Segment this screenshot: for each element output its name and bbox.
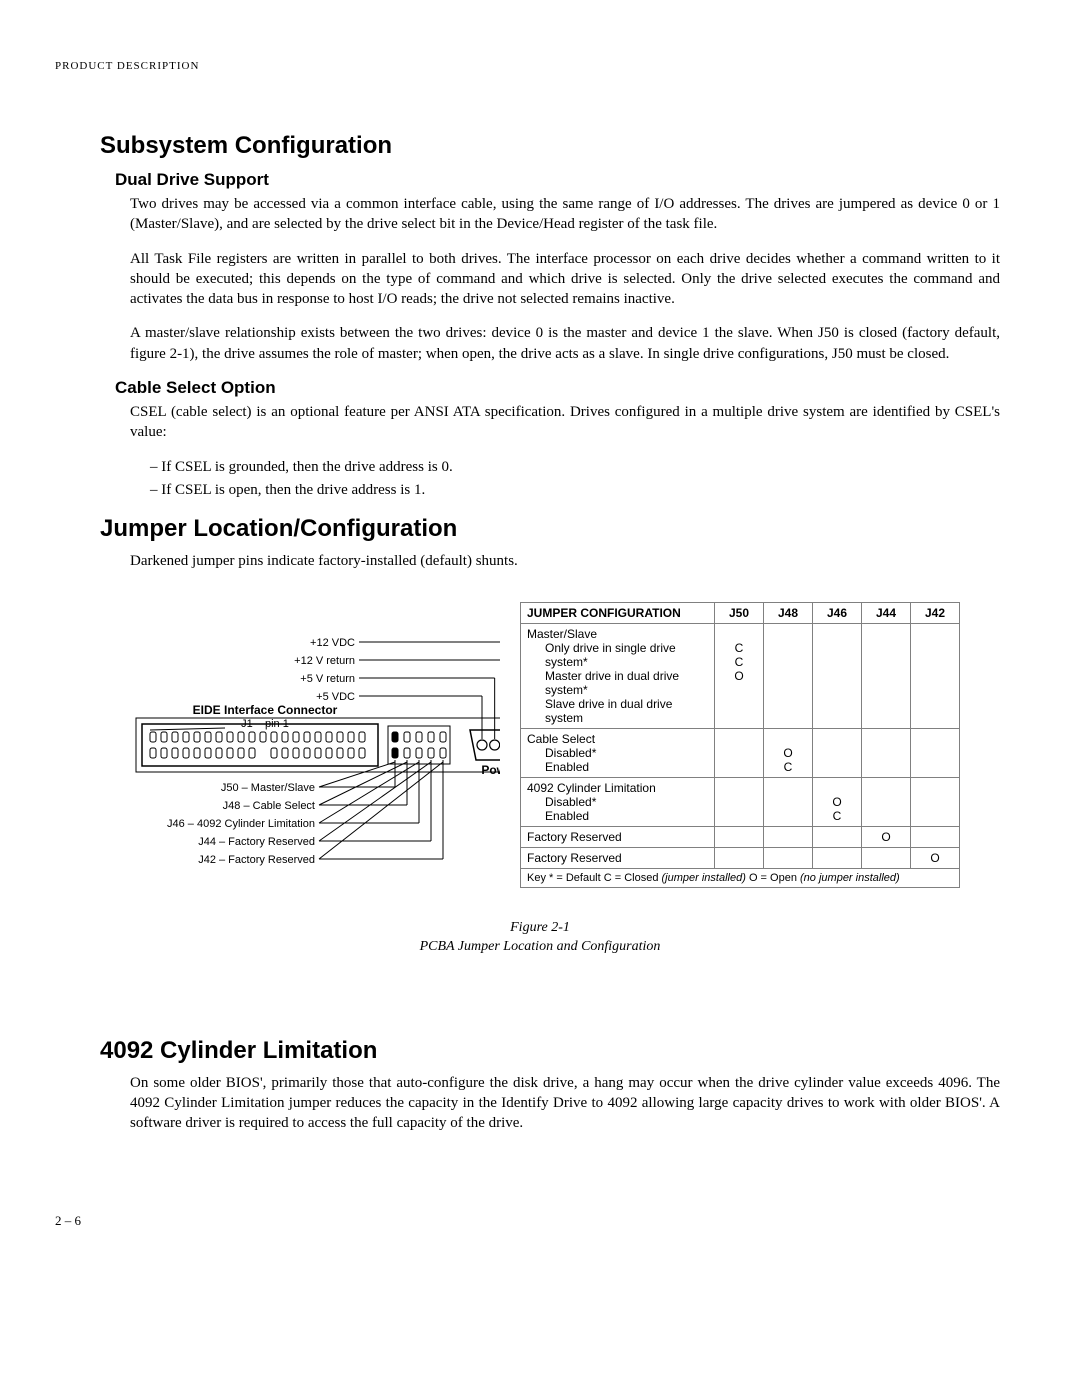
table-cell-value bbox=[764, 777, 813, 826]
table-subitem: Enabled bbox=[527, 809, 708, 823]
table-cell-label: Master/SlaveOnly drive in single drive s… bbox=[521, 623, 715, 728]
paragraph: Darkened jumper pins indicate factory-in… bbox=[55, 551, 1025, 571]
table-cell-value bbox=[715, 826, 764, 847]
table-cell-value: OC bbox=[764, 728, 813, 777]
heading-cable-select-option: Cable Select Option bbox=[55, 378, 1025, 398]
table-key-cell: Key * = Default C = Closed (jumper insta… bbox=[521, 868, 960, 887]
table-cell-value bbox=[813, 623, 862, 728]
table-row: 4092 Cylinder LimitationDisabled*Enabled… bbox=[521, 777, 960, 826]
table-cell-value: CCO bbox=[715, 623, 764, 728]
svg-text:J50 – Master/Slave: J50 – Master/Slave bbox=[221, 782, 315, 794]
svg-text:J1 – pin 1: J1 – pin 1 bbox=[241, 718, 289, 730]
table-cell-value bbox=[813, 728, 862, 777]
figure-caption: Figure 2-1 PCBA Jumper Location and Conf… bbox=[55, 918, 1025, 957]
table-cell-value: O bbox=[911, 847, 960, 868]
page-number: 2 – 6 bbox=[55, 1213, 1025, 1229]
paragraph: On some older BIOS', primarily those tha… bbox=[55, 1073, 1025, 1134]
pcba-connector-diagram: +12 VDC +12 V return +5 V return +5 VDCEIDE… bbox=[120, 602, 500, 882]
table-cell-value bbox=[911, 777, 960, 826]
table-subitem: Enabled bbox=[527, 760, 708, 774]
svg-text:J46 – 4092 Cylinder Limitation: J46 – 4092 Cylinder Limitation bbox=[167, 818, 315, 830]
table-header-jumper: J46 bbox=[813, 602, 862, 623]
svg-text:+5 V return: +5 V return bbox=[300, 673, 355, 685]
table-cell-label: Factory Reserved bbox=[521, 847, 715, 868]
table-cell-label: Factory Reserved bbox=[521, 826, 715, 847]
table-key-row: Key * = Default C = Closed (jumper insta… bbox=[521, 868, 960, 887]
table-row: Factory Reserved O bbox=[521, 826, 960, 847]
heading-4092-cylinder-limitation: 4092 Cylinder Limitation bbox=[55, 1037, 1025, 1065]
table-header-jumper: J50 bbox=[715, 602, 764, 623]
paragraph: CSEL (cable select) is an optional featu… bbox=[55, 402, 1025, 443]
svg-text:+12 V return: +12 V return bbox=[294, 655, 355, 667]
table-cell-value bbox=[911, 728, 960, 777]
table-subitem: Disabled* bbox=[527, 746, 708, 760]
figure-number: Figure 2-1 bbox=[510, 920, 570, 935]
table-cell-value bbox=[715, 847, 764, 868]
table-subitem: Master drive in dual drive system* bbox=[527, 669, 708, 697]
table-header-jumper: J48 bbox=[764, 602, 813, 623]
figure-title: PCBA Jumper Location and Configuration bbox=[420, 939, 661, 954]
table-header-label: JUMPER CONFIGURATION bbox=[521, 602, 715, 623]
paragraph: All Task File registers are written in p… bbox=[55, 249, 1025, 310]
bullet-list: If CSEL is grounded, then the drive addr… bbox=[55, 456, 1025, 501]
table-cell-value bbox=[813, 826, 862, 847]
table-cell-value: OC bbox=[813, 777, 862, 826]
svg-text:J48 – Cable Select: J48 – Cable Select bbox=[223, 800, 315, 812]
table-cell-label: Cable SelectDisabled*Enabled bbox=[521, 728, 715, 777]
svg-text:+5 VDC: +5 VDC bbox=[316, 691, 355, 703]
table-row: Cable SelectDisabled*Enabled OC bbox=[521, 728, 960, 777]
table-cell-value: O bbox=[862, 826, 911, 847]
list-item: If CSEL is open, then the drive address … bbox=[150, 479, 1025, 502]
table-row: Factory Reserved O bbox=[521, 847, 960, 868]
running-header: PRODUCT DESCRIPTION bbox=[55, 60, 1025, 72]
list-item: If CSEL is grounded, then the drive addr… bbox=[150, 456, 1025, 479]
table-row: Master/SlaveOnly drive in single drive s… bbox=[521, 623, 960, 728]
table-cell-value bbox=[764, 847, 813, 868]
paragraph: Two drives may be accessed via a common … bbox=[55, 194, 1025, 235]
table-header-jumper: J44 bbox=[862, 602, 911, 623]
table-cell-value bbox=[862, 728, 911, 777]
table-cell-label: 4092 Cylinder LimitationDisabled*Enabled bbox=[521, 777, 715, 826]
table-cell-value bbox=[911, 826, 960, 847]
svg-text:+12 VDC: +12 VDC bbox=[310, 637, 355, 649]
table-subitem: Slave drive in dual drive system bbox=[527, 697, 708, 725]
heading-jumper-location: Jumper Location/Configuration bbox=[55, 515, 1025, 543]
table-cell-value bbox=[715, 777, 764, 826]
table-subitem: Disabled* bbox=[527, 795, 708, 809]
heading-subsystem-configuration: Subsystem Configuration bbox=[55, 132, 1025, 160]
table-cell-value bbox=[813, 847, 862, 868]
table-subitem: Only drive in single drive system* bbox=[527, 641, 708, 669]
document-page: PRODUCT DESCRIPTION Subsystem Configurat… bbox=[0, 0, 1080, 1269]
svg-text:Power Connector: Power Connector bbox=[481, 763, 500, 777]
table-cell-value bbox=[862, 777, 911, 826]
table-header-jumper: J42 bbox=[911, 602, 960, 623]
table-cell-value bbox=[862, 623, 911, 728]
svg-text:J44 – Factory Reserved: J44 – Factory Reserved bbox=[198, 836, 315, 848]
table-cell-value bbox=[911, 623, 960, 728]
jumper-configuration-table: JUMPER CONFIGURATIONJ50J48J46J44J42 Maste… bbox=[520, 602, 960, 888]
paragraph: A master/slave relationship exists betwe… bbox=[55, 323, 1025, 364]
jumper-table-container: JUMPER CONFIGURATIONJ50J48J46J44J42 Maste… bbox=[520, 602, 960, 888]
table-cell-value bbox=[715, 728, 764, 777]
table-cell-value bbox=[862, 847, 911, 868]
svg-text:EIDE Interface Connector: EIDE Interface Connector bbox=[193, 703, 338, 717]
figure-block: +12 VDC +12 V return +5 V return +5 VDCEIDE… bbox=[55, 602, 1025, 888]
table-cell-value bbox=[764, 826, 813, 847]
table-cell-value bbox=[764, 623, 813, 728]
svg-text:J42 – Factory Reserved: J42 – Factory Reserved bbox=[198, 854, 315, 866]
heading-dual-drive-support: Dual Drive Support bbox=[55, 170, 1025, 190]
